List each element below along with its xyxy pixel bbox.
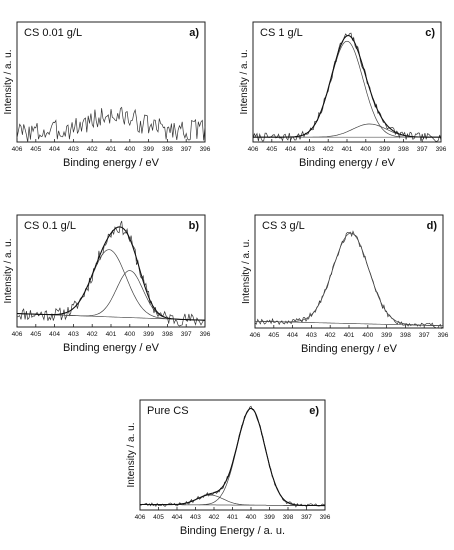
- fit-envelope-line: [253, 34, 441, 138]
- x-tick-label: 402: [325, 332, 336, 339]
- x-tick-label: 399: [143, 146, 154, 153]
- x-tick-label: 397: [181, 146, 192, 153]
- x-tick-label: 406: [12, 331, 23, 338]
- x-tick-label: 406: [135, 514, 146, 521]
- x-tick-label: 403: [68, 146, 79, 153]
- x-tick-label: 406: [248, 146, 259, 153]
- panel-title: CS 0.01 g/L: [24, 27, 82, 39]
- y-axis-label: Intensity / a. u.: [241, 239, 252, 304]
- x-tick-label: 398: [162, 146, 173, 153]
- panel-letter: e): [309, 405, 319, 417]
- x-tick-label: 396: [200, 331, 211, 338]
- x-tick-label: 403: [304, 146, 315, 153]
- y-axis-label: Intensity / a. u.: [126, 422, 137, 487]
- x-tick-label: 403: [306, 332, 317, 339]
- x-tick-label: 398: [400, 332, 411, 339]
- x-tick-label: 399: [379, 146, 390, 153]
- fit-component-line: [254, 232, 443, 327]
- x-tick-label: 398: [162, 331, 173, 338]
- x-tick-label: 400: [360, 146, 371, 153]
- x-tick-label: 401: [106, 331, 117, 338]
- x-tick-label: 396: [438, 332, 449, 339]
- x-tick-label: 401: [344, 332, 355, 339]
- x-tick-label: 397: [181, 331, 192, 338]
- x-tick-label: 404: [285, 146, 296, 153]
- x-tick-label: 403: [190, 514, 201, 521]
- panel-letter: b): [189, 220, 200, 232]
- plot-frame: [252, 21, 442, 143]
- panel-title: Pure CS: [147, 405, 189, 417]
- x-tick-label: 405: [30, 146, 41, 153]
- x-tick-label: 402: [87, 146, 98, 153]
- x-tick-label: 398: [398, 146, 409, 153]
- x-tick-label: 403: [68, 331, 79, 338]
- panel-title: CS 0.1 g/L: [24, 220, 76, 232]
- x-tick-label: 406: [250, 332, 261, 339]
- panel-d: 406 405 404 403 402 401 400 399 398 397 396 Binding…: [241, 214, 449, 355]
- x-tick-label: 398: [283, 514, 294, 521]
- x-axis-label: Binding Energy / a. u.: [180, 525, 285, 537]
- x-tick-label: 402: [323, 146, 334, 153]
- x-axis-label: Binding energy / eV: [63, 157, 160, 169]
- x-tick-label: 401: [106, 146, 117, 153]
- x-tick-label: 399: [264, 514, 275, 521]
- x-tick-label: 400: [124, 146, 135, 153]
- x-tick-label: 404: [49, 331, 60, 338]
- x-tick-label: 404: [49, 146, 60, 153]
- y-axis-label: Intensity / a. u.: [239, 49, 250, 114]
- x-tick-label: 397: [301, 514, 312, 521]
- panel-title: CS 1 g/L: [260, 27, 303, 39]
- x-tick-label: 399: [143, 331, 154, 338]
- x-tick-label: 401: [342, 146, 353, 153]
- panel-letter: c): [425, 27, 435, 39]
- x-tick-label: 400: [246, 514, 257, 521]
- panel-title: CS 3 g/L: [262, 220, 305, 232]
- x-tick-label: 404: [287, 332, 298, 339]
- x-axis-label: Binding energy / eV: [63, 342, 160, 354]
- x-tick-label: 405: [268, 332, 279, 339]
- x-tick-label: 397: [417, 146, 428, 153]
- panel-a: 406 405 404 403 402 401 400 399 398 397 396 Binding…: [3, 21, 211, 169]
- x-axis-label: Binding energy / eV: [299, 157, 396, 169]
- x-tick-label: 399: [381, 332, 392, 339]
- x-tick-label: 402: [87, 331, 98, 338]
- x-tick-label: 400: [124, 331, 135, 338]
- x-axis-label: Binding energy / eV: [301, 343, 398, 355]
- raw-spectrum-line: [16, 106, 206, 143]
- x-tick-label: 401: [227, 514, 238, 521]
- plot-frame: [16, 21, 206, 143]
- x-tick-label: 396: [200, 146, 211, 153]
- x-tick-label: 400: [362, 332, 373, 339]
- y-axis-label: Intensity / a. u.: [3, 238, 14, 303]
- x-tick-label: 405: [153, 514, 164, 521]
- x-tick-label: 397: [419, 332, 430, 339]
- x-tick-label: 404: [172, 514, 183, 521]
- x-tick-label: 405: [30, 331, 41, 338]
- x-tick-label: 396: [320, 514, 331, 521]
- panel-e: 406 405 404 403 402 401 400 399 398 397 396 Binding…: [126, 399, 331, 537]
- x-tick-label: 402: [209, 514, 220, 521]
- fit-envelope-line: [17, 226, 206, 321]
- plot-frame: [139, 399, 326, 511]
- panel-letter: d): [427, 220, 438, 232]
- raw-spectrum-line: [16, 220, 206, 327]
- x-tick-label: 396: [436, 146, 447, 153]
- panel-letter: a): [189, 27, 199, 39]
- fit-envelope-line: [140, 407, 325, 507]
- y-axis-label: Intensity / a. u.: [3, 49, 14, 114]
- panel-b: 406 405 404 403 402 401 400 399 398 397 396 Binding…: [3, 214, 211, 354]
- panel-c: 406 405 404 403 402 401 400 399 398 397 396 Binding…: [239, 21, 447, 169]
- x-tick-label: 405: [266, 146, 277, 153]
- x-tick-label: 406: [12, 146, 23, 153]
